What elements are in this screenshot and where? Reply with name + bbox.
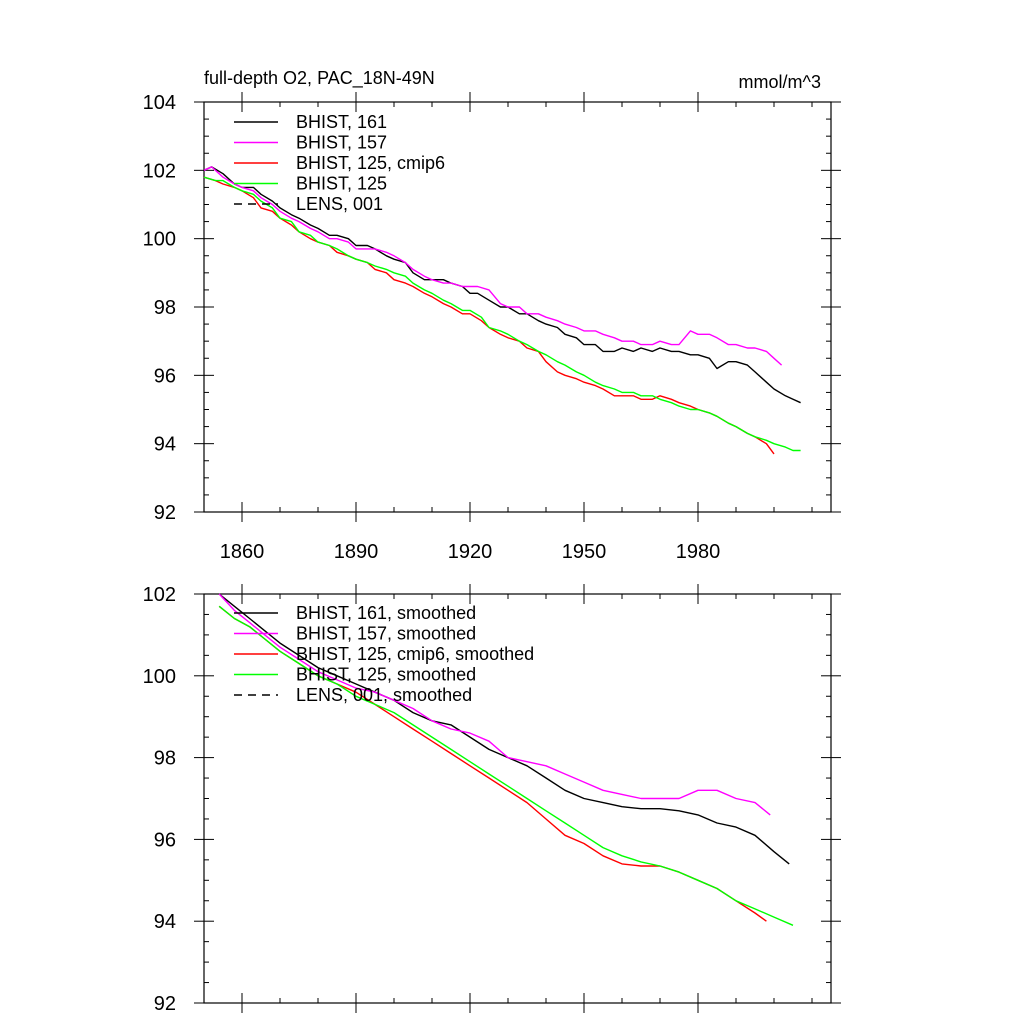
y-tick-label: 102 xyxy=(143,584,176,606)
y-tick-label: 98 xyxy=(154,748,176,770)
y-tick-label: 92 xyxy=(154,502,176,524)
legend-label-1: BHIST, 161, smoothed xyxy=(296,603,476,623)
chart-panel-1: 1860 1890 1920 1950 1980 92 94 96 98 100 102 104 ful… xyxy=(143,68,841,563)
y-tick-label: 98 xyxy=(154,297,176,319)
series-line-3 xyxy=(203,176,775,455)
y-tick-label: 100 xyxy=(143,666,176,688)
y-tick-label: 96 xyxy=(154,365,176,387)
x-tick-label: 1860 xyxy=(220,541,265,563)
series-line-2 xyxy=(218,593,771,816)
series-line-4 xyxy=(218,605,794,926)
y-tick-label: 102 xyxy=(143,160,176,182)
legend-label-4: BHIST, 125, smoothed xyxy=(296,665,476,685)
legend-label-1: BHIST, 161 xyxy=(296,112,387,132)
legend-label-4: BHIST, 125 xyxy=(296,174,387,194)
y-tick-label: 94 xyxy=(154,911,176,933)
y-tick-label: 92 xyxy=(154,993,176,1015)
legend-label-2: BHIST, 157, smoothed xyxy=(296,624,476,644)
x-tick-label: 1920 xyxy=(448,541,493,563)
x-tick-label: 1950 xyxy=(562,541,607,563)
chart-title: full-depth O2, PAC_18N-49N xyxy=(204,68,435,89)
series-line-2 xyxy=(203,166,783,366)
legend-label-2: BHIST, 157 xyxy=(296,133,387,153)
y-tick-label: 96 xyxy=(154,829,176,851)
y-tick-label: 104 xyxy=(143,92,176,114)
legend-label-5: LENS, 001 xyxy=(296,194,383,214)
legend-label-3: BHIST, 125, cmip6, smoothed xyxy=(296,644,534,664)
legend-label-5: LENS, 001, smoothed xyxy=(296,685,472,705)
series-line-1 xyxy=(218,593,790,865)
x-tick-label: 1980 xyxy=(676,541,721,563)
y-tick-label: 100 xyxy=(143,229,176,251)
series-line-4 xyxy=(203,176,801,452)
series-line-1 xyxy=(203,166,801,404)
chart-units: mmol/m^3 xyxy=(739,72,821,92)
x-tick-label: 1890 xyxy=(334,541,379,563)
legend-label-3: BHIST, 125, cmip6 xyxy=(296,153,445,173)
y-tick-label: 94 xyxy=(154,434,176,456)
